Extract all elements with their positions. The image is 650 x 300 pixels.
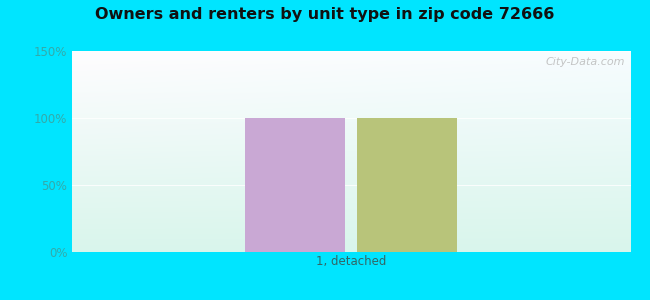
- Text: City-Data.com: City-Data.com: [545, 57, 625, 67]
- Bar: [357, 118, 457, 252]
- Text: Owners and renters by unit type in zip code 72666: Owners and renters by unit type in zip c…: [96, 8, 554, 22]
- Bar: [245, 118, 345, 252]
